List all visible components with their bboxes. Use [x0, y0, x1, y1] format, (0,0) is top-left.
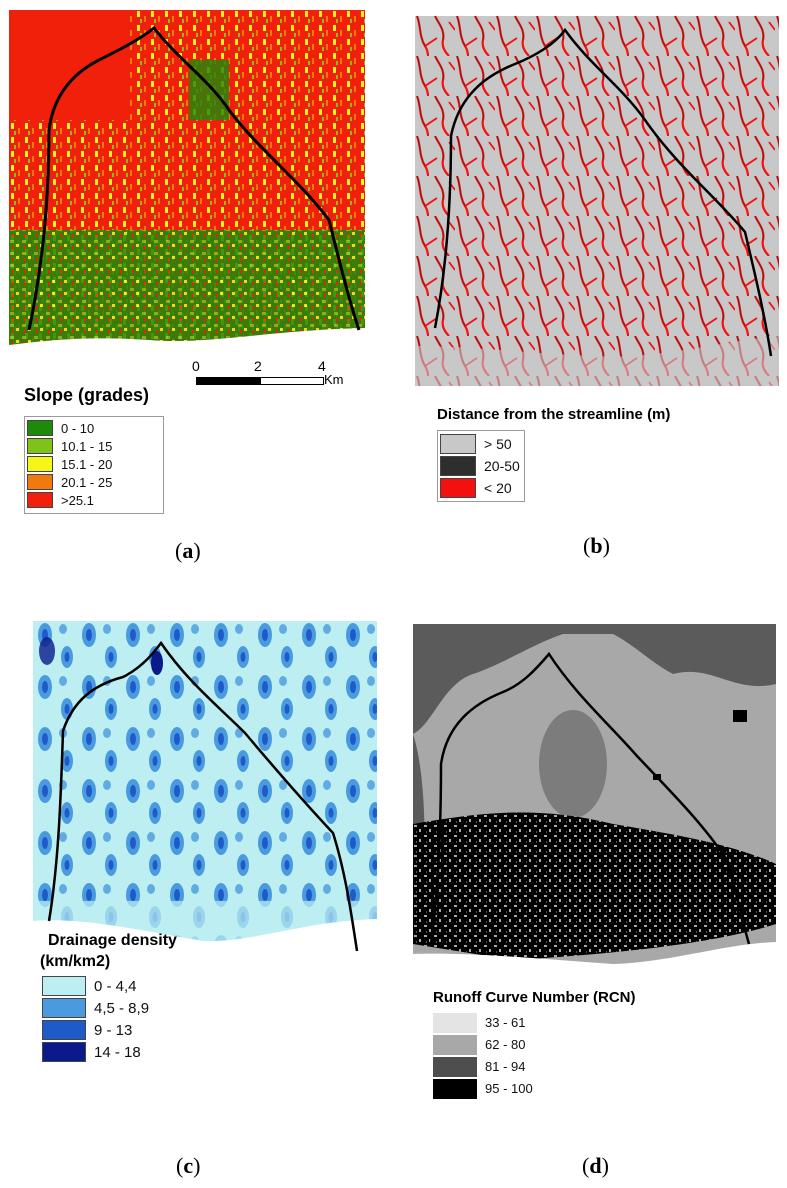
- legend-label: 10.1 - 15: [61, 439, 113, 454]
- caption-letter: b: [590, 533, 603, 558]
- legend-swatch: [42, 1020, 86, 1040]
- caption-paren-close: ): [193, 538, 201, 563]
- legend-rcn: 33 - 61 62 - 80 81 - 94 95 - 100: [433, 1010, 549, 1100]
- legend-row: 33 - 61: [433, 1012, 549, 1034]
- legend-row: 15.1 - 20: [25, 455, 163, 473]
- scale-tick-2: 2: [254, 358, 262, 374]
- legend-title-drainage-line1: Drainage density: [48, 932, 177, 949]
- slope-map: [9, 10, 365, 362]
- legend-label: 62 - 80: [485, 1037, 526, 1052]
- caption-c: (c): [176, 1153, 200, 1179]
- scale-bar: 0 2 4 Km: [192, 356, 372, 390]
- caption-letter: a: [182, 538, 194, 563]
- legend-row: >25.1: [25, 491, 163, 509]
- legend-label: 81 - 94: [485, 1059, 526, 1074]
- legend-distance: > 50 20-50 < 20: [437, 430, 525, 502]
- legend-row: 20-50: [438, 455, 524, 477]
- legend-title-distance: Distance from the streamline (m): [437, 406, 671, 423]
- caption-paren-open: (: [583, 533, 591, 558]
- legend-row: 10.1 - 15: [25, 437, 163, 455]
- scale-tick-4: 4: [318, 358, 326, 374]
- caption-letter: c: [183, 1153, 194, 1178]
- legend-label: 20-50: [484, 458, 520, 474]
- legend-label: < 20: [484, 480, 512, 496]
- legend-slope: 0 - 10 10.1 - 15 15.1 - 20 20.1 - 25 >25…: [24, 416, 164, 514]
- caption-paren-close: ): [602, 533, 610, 558]
- drainage-density-map: [33, 621, 377, 977]
- legend-row: 0 - 10: [25, 419, 163, 437]
- legend-label: 95 - 100: [485, 1081, 533, 1096]
- scale-bar-black: [196, 377, 260, 385]
- legend-swatch: [27, 474, 53, 490]
- legend-title-slope: Slope (grades): [24, 385, 150, 405]
- caption-paren-open: (: [582, 1153, 590, 1178]
- legend-swatch: [27, 492, 53, 508]
- legend-row: 95 - 100: [433, 1078, 549, 1100]
- legend-label: 0 - 4,4: [94, 978, 137, 995]
- legend-row: 14 - 18: [40, 1041, 160, 1063]
- legend-swatch: [433, 1057, 477, 1077]
- legend-label: 9 - 13: [94, 1022, 133, 1039]
- scale-unit: Km: [324, 372, 344, 387]
- legend-label: 0 - 10: [61, 421, 95, 436]
- legend-row: 62 - 80: [433, 1034, 549, 1056]
- legend-row: 20.1 - 25: [25, 473, 163, 491]
- legend-swatch: [440, 478, 476, 498]
- legend-title-drainage-line2: (km/km2): [40, 953, 111, 970]
- legend-swatch: [433, 1035, 477, 1055]
- legend-swatch: [42, 976, 86, 996]
- legend-swatch: [42, 998, 86, 1018]
- legend-swatch: [440, 434, 476, 454]
- caption-paren-close: ): [601, 1153, 609, 1178]
- legend-label: >25.1: [61, 493, 94, 508]
- legend-swatch: [27, 438, 53, 454]
- legend-label: 20.1 - 25: [61, 475, 113, 490]
- legend-swatch: [433, 1079, 477, 1099]
- legend-row: 4,5 - 8,9: [40, 997, 160, 1019]
- legend-row: > 50: [438, 433, 524, 455]
- streamline-map: [415, 16, 779, 386]
- caption-letter: d: [589, 1153, 602, 1178]
- legend-swatch: [27, 456, 53, 472]
- legend-label: 14 - 18: [94, 1044, 141, 1061]
- legend-row: 81 - 94: [433, 1056, 549, 1078]
- caption-d: (d): [582, 1153, 609, 1179]
- legend-label: 4,5 - 8,9: [94, 1000, 150, 1017]
- runoff-curve-number-map: [413, 624, 776, 970]
- legend-row: 9 - 13: [40, 1019, 160, 1041]
- legend-swatch: [42, 1042, 86, 1062]
- legend-drainage: 0 - 4,4 4,5 - 8,9 9 - 13 14 - 18: [40, 973, 160, 1065]
- legend-row: 0 - 4,4: [40, 975, 160, 997]
- scale-bar-white: [260, 377, 324, 385]
- caption-paren-close: ): [193, 1153, 201, 1178]
- legend-label: 33 - 61: [485, 1015, 526, 1030]
- legend-title-rcn: Runoff Curve Number (RCN): [433, 989, 636, 1006]
- legend-swatch: [433, 1013, 477, 1033]
- legend-label: > 50: [484, 436, 512, 452]
- caption-b: (b): [583, 533, 610, 559]
- legend-swatch: [440, 456, 476, 476]
- legend-swatch: [27, 420, 53, 436]
- legend-row: < 20: [438, 477, 524, 499]
- caption-a: (a): [175, 538, 201, 564]
- legend-label: 15.1 - 20: [61, 457, 113, 472]
- caption-paren-open: (: [176, 1153, 184, 1178]
- scale-tick-0: 0: [192, 358, 200, 374]
- caption-paren-open: (: [175, 538, 183, 563]
